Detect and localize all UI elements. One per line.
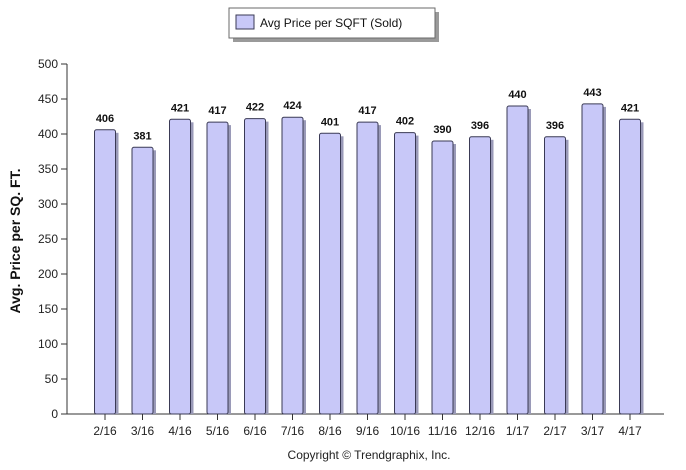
bar-value-label: 421 (621, 102, 639, 114)
bar (169, 118, 191, 415)
legend: Avg Price per SQFT (Sold) (228, 7, 439, 42)
y-tick-label: 450 (38, 92, 58, 106)
legend-label: Avg Price per SQFT (Sold) (260, 16, 402, 30)
y-tick-label: 0 (51, 407, 58, 421)
bar (281, 116, 304, 415)
y-tick-label: 350 (38, 162, 58, 176)
bar (581, 103, 604, 415)
y-tick-label: 50 (45, 372, 59, 386)
bar (469, 136, 491, 415)
bar (94, 129, 116, 415)
x-tick-label: 3/17 (581, 424, 605, 438)
bar (506, 105, 529, 415)
x-tick-label: 10/16 (390, 424, 420, 438)
x-tick-label: 9/16 (356, 424, 380, 438)
bar-value-label: 422 (246, 102, 264, 114)
y-tick-label: 300 (38, 197, 58, 211)
x-tick-label: 8/16 (318, 424, 342, 438)
bar (244, 118, 266, 415)
bar (431, 140, 454, 415)
x-tick-label: 4/17 (618, 424, 642, 438)
x-tick-label: 11/16 (428, 424, 457, 438)
y-tick-label: 100 (38, 337, 58, 351)
bar (619, 118, 641, 415)
x-tick-label: 7/16 (281, 424, 305, 438)
x-tick-label: 2/17 (543, 424, 567, 438)
copyright-credit: Copyright © Trendgraphix, Inc. (288, 448, 451, 462)
x-tick-label: 2/16 (93, 424, 117, 438)
bar-value-label: 396 (546, 120, 564, 132)
x-tick-label: 1/17 (506, 424, 530, 438)
x-tick-label: 5/16 (206, 424, 230, 438)
bar-value-label: 402 (396, 116, 414, 128)
y-tick-label: 250 (38, 232, 58, 246)
bars: 406 381 421 417 422 424 401 417 402 390 396 440 396 4… (94, 87, 644, 415)
bar-value-label: 406 (96, 113, 114, 125)
y-tick-label: 500 (38, 57, 58, 71)
bar (394, 132, 416, 415)
bar-value-label: 421 (171, 102, 189, 114)
x-tick-label: 6/16 (243, 424, 267, 438)
bar-value-label: 401 (321, 116, 339, 128)
bar-value-label: 443 (583, 87, 601, 99)
y-tick-label: 200 (38, 267, 58, 281)
y-tick-label: 150 (38, 302, 58, 316)
x-axis-ticks: 2/16 3/16 4/16 5/16 6/16 7/16 8/16 9/16 10/16 11/… (93, 414, 642, 438)
bar-value-label: 417 (208, 105, 226, 117)
x-tick-label: 12/16 (465, 424, 495, 438)
bar-value-label: 424 (283, 100, 302, 112)
legend-box (228, 7, 436, 39)
x-tick-label: 4/16 (168, 424, 192, 438)
y-axis-ticks: 0 50 100 150 200 250 300 350 400 450 500 (38, 57, 67, 421)
bar-value-label: 390 (433, 124, 451, 136)
legend-swatch (235, 14, 255, 30)
bar-value-label: 417 (358, 105, 376, 117)
bar-value-label: 396 (471, 120, 489, 132)
x-tick-label: 3/16 (131, 424, 155, 438)
bar-value-label: 440 (508, 89, 526, 101)
bar (319, 132, 341, 415)
bar (206, 121, 229, 415)
bar (131, 146, 154, 415)
y-axis-label: Avg. Price per SQ. FT. (7, 169, 23, 314)
bar-value-label: 381 (133, 130, 151, 142)
bar (544, 136, 566, 415)
bar (356, 121, 379, 415)
y-tick-label: 400 (38, 127, 58, 141)
